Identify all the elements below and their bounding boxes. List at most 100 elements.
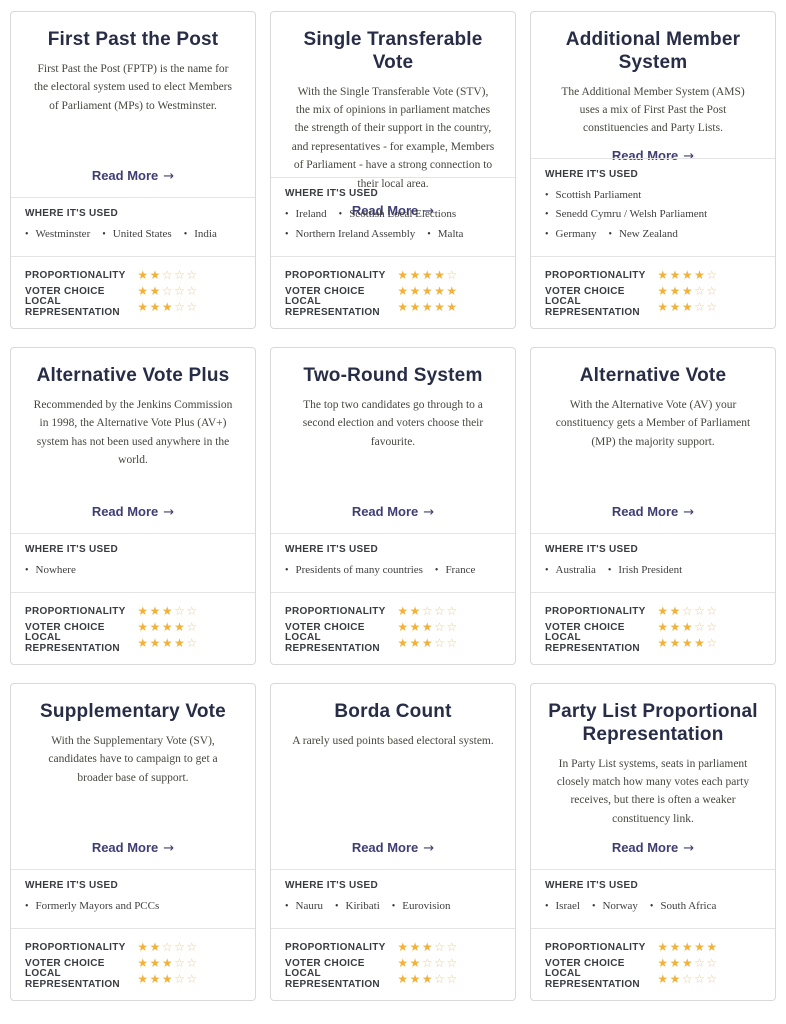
location-label: Westminster	[35, 228, 91, 241]
card-description: First Past the Post (FPTP) is the name f…	[34, 62, 232, 112]
where-used-section: WHERE IT'S USED • Westminster • United Stat…	[11, 197, 255, 256]
card-description: With the Single Transferable Vote (STV),…	[291, 85, 495, 190]
location-label: United States	[112, 228, 172, 241]
rating-label: VOTER CHOICE	[25, 621, 105, 633]
star-filled-icon: ★	[681, 268, 695, 282]
rating-label: PROPORTIONALITY	[25, 605, 126, 617]
bullet-icon: •	[335, 901, 339, 913]
ratings-section: PROPORTIONALITY ★★★☆☆ VOTER CHOICE ★★★★☆ LOC…	[11, 592, 255, 664]
location-label: Scottish Parliament	[555, 188, 642, 201]
ratings-section: PROPORTIONALITY ★★☆☆☆ VOTER CHOICE ★★★☆☆ LOC…	[271, 592, 515, 664]
location-item: • Scottish Local Elections	[339, 205, 456, 225]
star-filled-icon: ★	[669, 636, 682, 650]
location-item: • Eurovision	[392, 897, 451, 917]
where-items: • Ireland • Scottish Local Elections • Northe…	[285, 205, 501, 245]
star-empty-icon: ☆	[186, 940, 199, 954]
star-empty-icon: ☆	[694, 604, 707, 618]
star-filled-icon: ★	[149, 972, 162, 986]
star-filled-icon: ★	[421, 972, 435, 986]
location-item: • Presidents of many countries	[285, 561, 423, 581]
rating-label: VOTER CHOICE	[545, 621, 625, 633]
where-used-section: WHERE IT'S USED • Formerly Mayors and PCC…	[11, 869, 255, 928]
star-empty-icon: ☆	[446, 636, 459, 650]
ratings-section: PROPORTIONALITY ★★★★☆ VOTER CHOICE ★★★★★ LOC…	[271, 256, 515, 328]
location-item: • Israel	[545, 897, 580, 917]
location-item: • Nauru	[285, 897, 323, 917]
star-filled-icon: ★	[669, 940, 682, 954]
rating-row: VOTER CHOICE ★★★☆☆	[285, 619, 501, 635]
rating-row: LOCAL REPRESENTATION ★★★★☆	[25, 632, 241, 654]
rating-row: PROPORTIONALITY ★★★★★	[545, 939, 761, 955]
star-filled-icon: ★	[681, 956, 695, 970]
card-top-section: Two-Round System The top two candidates …	[271, 348, 515, 533]
star-filled-icon: ★	[137, 604, 150, 618]
star-filled-icon: ★	[397, 636, 410, 650]
star-filled-icon: ★	[397, 604, 410, 618]
card-top-section: Additional Member System The Additional …	[531, 12, 775, 164]
rating-label: VOTER CHOICE	[25, 957, 105, 969]
bullet-icon: •	[25, 901, 29, 913]
location-label: Northern Ireland Assembly	[295, 228, 416, 241]
bullet-icon: •	[545, 901, 549, 913]
read-more-link[interactable]: Read More →	[285, 193, 501, 219]
read-more-link[interactable]: Read More →	[545, 138, 761, 164]
read-more-link[interactable]: Read More →	[545, 830, 761, 856]
star-empty-icon: ☆	[161, 268, 175, 282]
read-more-link[interactable]: Read More →	[25, 830, 241, 856]
rating-row: PROPORTIONALITY ★★☆☆☆	[285, 603, 501, 619]
rating-label: LOCAL REPRESENTATION	[285, 632, 380, 654]
read-more-link[interactable]: Read More →	[25, 158, 241, 184]
rating-row: LOCAL REPRESENTATION ★★☆☆☆	[545, 968, 761, 990]
voting-system-card: First Past the Post First Past the Post …	[10, 11, 256, 329]
star-empty-icon: ☆	[186, 636, 199, 650]
read-more-label: Read More	[91, 840, 159, 856]
read-more-link[interactable]: Read More →	[25, 494, 241, 520]
star-empty-icon: ☆	[174, 956, 187, 970]
bullet-icon: •	[434, 565, 439, 577]
star-rating: ★★★☆☆	[397, 621, 458, 633]
star-filled-icon: ★	[409, 268, 422, 282]
card-top-section: Alternative Vote Plus Recommended by the…	[11, 348, 255, 533]
bullet-icon: •	[607, 565, 612, 577]
where-used-section: WHERE IT'S USED • Israel • Norway • South Afr…	[531, 869, 775, 928]
star-filled-icon: ★	[149, 300, 162, 314]
location-label: Presidents of many countries	[295, 564, 423, 577]
star-filled-icon: ★	[681, 940, 695, 954]
rating-label: LOCAL REPRESENTATION	[545, 968, 640, 990]
bullet-icon: •	[545, 209, 549, 221]
star-filled-icon: ★	[409, 284, 422, 298]
location-item: • Senedd Cymru / Welsh Parliament	[545, 205, 707, 225]
star-filled-icon: ★	[681, 636, 695, 650]
rating-label: VOTER CHOICE	[545, 957, 625, 969]
card-top-section: Single Transferable Vote With the Single…	[271, 12, 515, 219]
rating-label: PROPORTIONALITY	[25, 269, 126, 281]
bullet-icon: •	[608, 229, 612, 241]
star-empty-icon: ☆	[706, 604, 719, 618]
card-description: A rarely used points based electoral sys…	[292, 734, 494, 747]
star-filled-icon: ★	[421, 620, 435, 634]
where-items: • Nowhere	[25, 561, 241, 581]
rating-row: LOCAL REPRESENTATION ★★★☆☆	[285, 632, 501, 654]
star-filled-icon: ★	[137, 972, 150, 986]
rating-label: VOTER CHOICE	[25, 285, 105, 297]
where-used-section: WHERE IT'S USED • Australia • Irish Preside…	[531, 533, 775, 592]
where-used-heading: WHERE IT'S USED	[545, 544, 638, 556]
card-title: Alternative Vote	[579, 365, 727, 386]
star-empty-icon: ☆	[174, 972, 187, 986]
read-more-link[interactable]: Read More →	[285, 830, 501, 856]
star-filled-icon: ★	[161, 300, 175, 314]
bullet-icon: •	[545, 565, 549, 577]
voting-system-card: Party List Proportional Representation I…	[530, 683, 776, 1001]
location-item: • United States	[102, 225, 171, 245]
read-more-link[interactable]: Read More →	[545, 494, 761, 520]
where-items: • Formerly Mayors and PCCs	[25, 897, 241, 917]
rating-row: PROPORTIONALITY ★★★★☆	[545, 267, 761, 283]
location-label: Senedd Cymru / Welsh Parliament	[555, 208, 708, 221]
rating-row: LOCAL REPRESENTATION ★★★☆☆	[285, 968, 501, 990]
star-rating: ★★★★☆	[657, 269, 718, 281]
star-rating: ★★★★☆	[397, 269, 458, 281]
card-title: Supplementary Vote	[40, 701, 226, 722]
star-filled-icon: ★	[434, 300, 447, 314]
star-empty-icon: ☆	[421, 604, 435, 618]
read-more-link[interactable]: Read More →	[285, 494, 501, 520]
